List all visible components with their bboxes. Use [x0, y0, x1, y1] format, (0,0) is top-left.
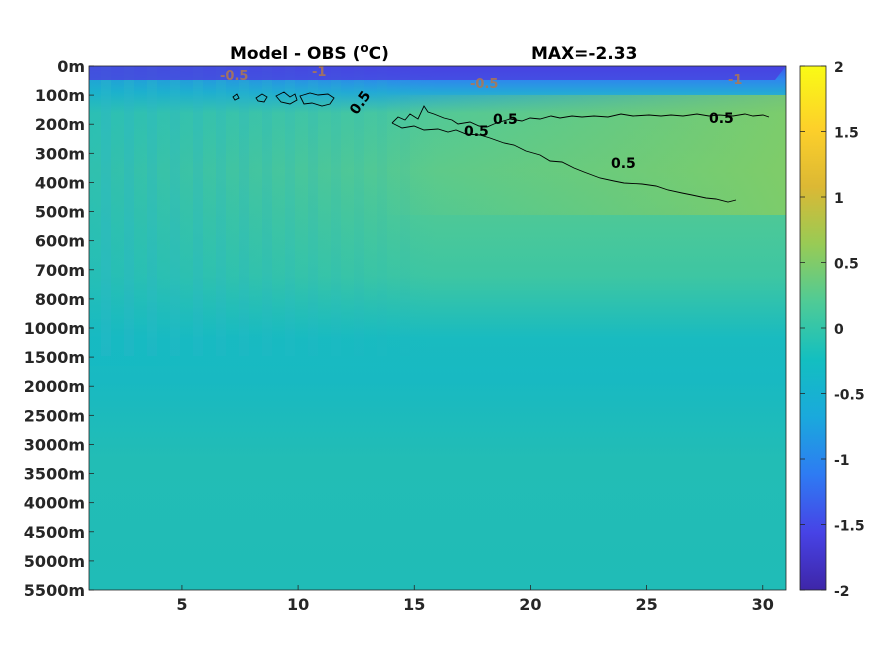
contour-label-0.5-d: 0.5	[611, 156, 636, 172]
contour-labels: 0.5 0.5 0.5 0.5 0.5	[347, 88, 734, 172]
y-tick-label: 1000m	[24, 319, 85, 338]
x-tick-label: 30	[752, 595, 774, 614]
y-tick-label: 3500m	[24, 465, 85, 484]
y-tick-label: 400m	[35, 173, 85, 192]
y-tick-label: 2000m	[24, 377, 85, 396]
contour-label-neg1-b: -1	[728, 73, 742, 88]
contour-label-0.5-b: 0.5	[464, 124, 489, 140]
colorbar-tick-label: 0	[834, 322, 844, 338]
colorbar-tick-label: -2	[834, 584, 850, 600]
y-tick-label: 5500m	[24, 581, 85, 600]
colorbar-tick-label: -1	[834, 453, 850, 469]
surface-band	[89, 66, 786, 80]
contour-label-neg0.5-a: -0.5	[220, 69, 248, 84]
stripe	[285, 66, 295, 356]
stripe	[101, 66, 111, 356]
stripe	[262, 66, 272, 356]
y-tick-label: 2500m	[24, 406, 85, 425]
colorbar-tick-label: 2	[834, 60, 844, 76]
contour-lines	[232, 91, 770, 203]
chart-title: Model - OBS (oC)	[230, 41, 389, 64]
contour-label-0.5-c: 0.5	[709, 111, 734, 127]
colorbar-tick-label: 0.5	[834, 257, 859, 273]
stripe	[124, 66, 134, 356]
colorbar-tick-label: 1	[834, 191, 844, 207]
y-tick-label: 800m	[35, 290, 85, 309]
stripe	[308, 66, 318, 356]
chart-subtitle-max: MAX=-2.33	[531, 44, 637, 64]
y-axis: 0m 100m 200m 300m 400m 500m 600m 700m 800m 1000m 1…	[24, 57, 94, 600]
y-tick-label: 600m	[35, 232, 85, 251]
stripe	[147, 66, 157, 356]
contour-0.5-upper	[391, 105, 770, 128]
contour-label-0.5-a: 0.5	[493, 112, 518, 128]
y-tick-label: 1500m	[24, 348, 85, 367]
stripe	[331, 66, 341, 356]
colorbar-tick-label: -0.5	[834, 388, 865, 404]
y-tick-label: 100m	[35, 86, 85, 105]
x-tick-label: 10	[287, 595, 309, 614]
y-tick-label: 500m	[35, 203, 85, 222]
y-tick-label: 300m	[35, 144, 85, 163]
surface-wave-band	[89, 66, 786, 80]
contour-label-neg1-a: -1	[312, 65, 326, 80]
stripe	[170, 66, 180, 356]
x-tick-label: 5	[176, 595, 187, 614]
stripe	[377, 66, 387, 356]
y-tick-label: 0m	[57, 57, 85, 76]
y-tick-label: 3000m	[24, 435, 85, 454]
colorbar-tick-label: 1.5	[834, 126, 859, 142]
y-tick-label: 4500m	[24, 523, 85, 542]
colorbar-tick-label: -1.5	[834, 519, 865, 535]
vertical-stripes	[101, 66, 410, 356]
contour-0.5-lower	[391, 122, 737, 203]
y-tick-label: 700m	[35, 261, 85, 280]
x-tick-label: 20	[519, 595, 541, 614]
stripe	[216, 66, 226, 356]
surface-contour-labels: -0.5 -0.5 -1 -1	[220, 65, 742, 92]
stripe	[354, 66, 364, 356]
stripe	[239, 66, 249, 356]
x-axis: 5 10 15 20 25 30	[176, 585, 774, 614]
y-tick-label: 5000m	[24, 552, 85, 571]
contour-label-neg0.5-b: -0.5	[470, 77, 498, 92]
x-tick-label: 15	[403, 595, 425, 614]
y-tick-label: 4000m	[24, 494, 85, 513]
y-tick-label: 200m	[35, 115, 85, 134]
stripe	[400, 66, 410, 356]
x-tick-label: 25	[635, 595, 657, 614]
colorbar-ticks: 2 1.5 1 0.5 0 -0.5 -1 -1.5 -2	[800, 60, 865, 600]
heatmap-plot	[89, 66, 786, 590]
contour-0.5-small-patches	[232, 91, 335, 107]
stripe	[193, 66, 203, 356]
